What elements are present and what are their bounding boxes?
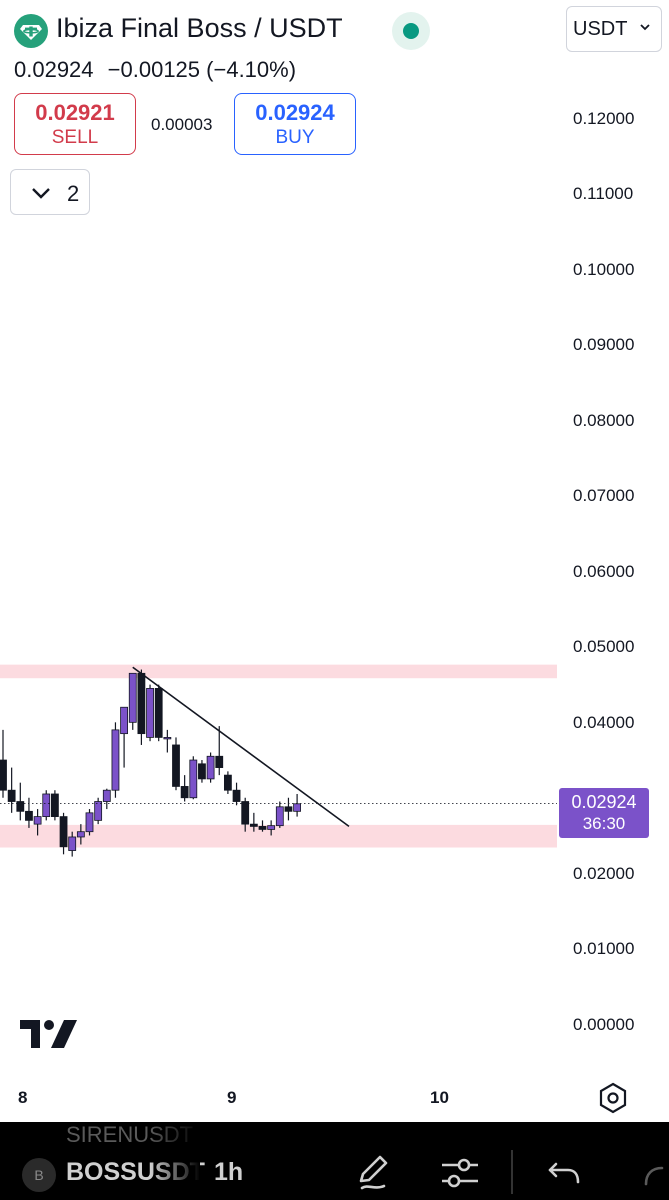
sell-button[interactable]: 0.02921 SELL	[14, 93, 136, 155]
bar-countdown: 36:30	[582, 814, 626, 833]
candle-body	[258, 826, 267, 830]
horizontal-zone	[0, 664, 557, 679]
candle-body	[267, 825, 276, 830]
spread-value: 0.00003	[151, 115, 213, 134]
price-tick: 0.10000	[573, 260, 635, 279]
last-price: 0.02924	[14, 57, 94, 82]
candle-body	[154, 687, 163, 738]
price-tick: 0.09000	[573, 335, 635, 354]
candle-body	[33, 816, 42, 825]
candle-body	[120, 706, 128, 735]
price-tick: 0.00000	[573, 1015, 635, 1034]
undo-icon[interactable]	[542, 1150, 586, 1194]
price-tick: 0.05000	[573, 637, 635, 656]
candle-body	[111, 729, 120, 791]
candle-body	[215, 755, 224, 768]
price-tick: 0.04000	[573, 713, 635, 732]
price-chart[interactable]	[0, 0, 669, 1080]
candle-body	[59, 816, 68, 848]
candle-body	[128, 672, 137, 723]
live-status-dot-icon	[403, 23, 419, 39]
candle-body	[25, 810, 33, 821]
candle-body	[68, 836, 77, 851]
price-tick: 0.08000	[573, 411, 635, 430]
quote-line: 0.02924 −0.00125 (−4.10%)	[14, 57, 296, 83]
buy-button[interactable]: 0.02924 BUY	[234, 93, 356, 155]
buy-price: 0.02924	[255, 100, 335, 125]
candle-body	[146, 687, 154, 738]
tether-logo-icon	[14, 14, 48, 48]
price-tick: 0.01000	[573, 939, 635, 958]
hexagon-settings-icon	[599, 1082, 627, 1114]
candle-body	[94, 801, 103, 821]
indicators-count: 2	[67, 181, 80, 206]
redo-icon[interactable]	[636, 1150, 669, 1194]
candle-body	[232, 789, 241, 802]
toolbar-divider	[511, 1150, 513, 1194]
price-scale[interactable]: 0.12000 0.11000 0.10000 0.09000 0.08000 …	[560, 0, 669, 1080]
lines-layer	[0, 666, 557, 828]
price-tick: 0.11000	[573, 184, 634, 203]
symbol-fade	[150, 1122, 200, 1200]
price-tick: 0.12000	[573, 109, 635, 128]
candle-body	[284, 806, 293, 812]
candle-body	[163, 737, 172, 740]
candle-body	[85, 812, 94, 833]
candle-body	[241, 801, 250, 825]
candle-body	[7, 789, 16, 802]
tradingview-logo-icon[interactable]	[20, 1018, 78, 1050]
market-status-indicator[interactable]	[392, 12, 430, 50]
bottom-toolbar: SIRENUSDT B BOSSUSDT 1h	[0, 1122, 669, 1200]
chevron-down-icon	[639, 20, 651, 36]
chart-header: Ibiza Final Boss / USDT USDT	[0, 0, 669, 60]
price-change: −0.00125	[107, 57, 201, 82]
time-tick: 8	[18, 1088, 28, 1107]
candle-body	[198, 763, 206, 780]
trend-line	[132, 666, 350, 828]
candle-body	[180, 786, 189, 799]
candle-body	[51, 793, 59, 818]
sliders-icon[interactable]	[438, 1150, 482, 1194]
last-price-tag: 0.02924 36:30	[559, 788, 649, 838]
candle-body	[42, 793, 51, 818]
sell-label: SELL	[51, 127, 99, 148]
last-price-tag-value: 0.02924	[571, 792, 637, 812]
chart-settings-button[interactable]	[596, 1080, 630, 1116]
buy-label: BUY	[275, 127, 315, 148]
candle-body	[249, 823, 258, 827]
price-tick: 0.02000	[573, 864, 635, 883]
candle-body	[137, 672, 146, 735]
indicators-toggle-button[interactable]: 2	[10, 169, 90, 215]
price-tick: 0.06000	[573, 562, 635, 581]
candles-layer	[0, 669, 302, 857]
time-tick: 9	[227, 1088, 237, 1107]
candle-body	[172, 744, 180, 787]
symbol-avatar: B	[22, 1158, 56, 1192]
candle-body	[76, 831, 85, 838]
sell-price: 0.02921	[35, 100, 115, 125]
candle-body	[16, 801, 25, 812]
price-change-percent: (−4.10%)	[206, 57, 297, 82]
candle-body	[223, 774, 232, 791]
price-tick: 0.07000	[573, 486, 635, 505]
horizontal-zone	[0, 824, 557, 848]
candle-body	[102, 789, 111, 802]
candle-body	[275, 806, 284, 827]
currency-selector[interactable]: USDT	[566, 6, 662, 52]
time-tick: 10	[430, 1088, 449, 1107]
chevron-down-icon	[30, 178, 52, 210]
pencil-icon[interactable]	[350, 1150, 394, 1194]
symbol-title[interactable]: Ibiza Final Boss / USDT	[56, 13, 343, 43]
candle-body	[189, 759, 198, 799]
currency-label: USDT	[573, 18, 628, 40]
candle-body	[206, 755, 215, 780]
candle-body	[293, 803, 302, 812]
candle-body	[0, 759, 7, 791]
interval-selector[interactable]: 1h	[214, 1158, 244, 1186]
